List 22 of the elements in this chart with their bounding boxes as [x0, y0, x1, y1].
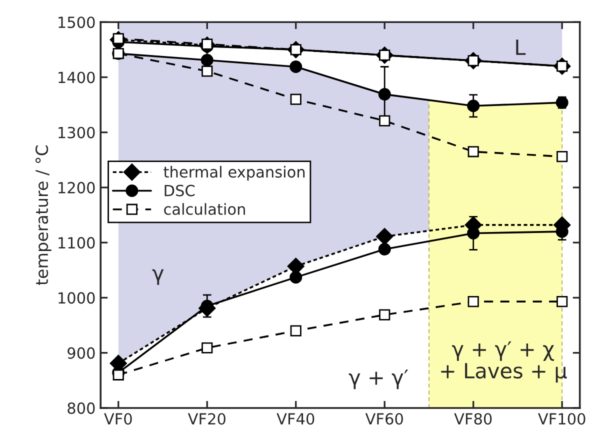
annotation: L	[516, 40, 526, 55]
legend-label: thermal expansion	[164, 166, 305, 181]
x-tick-label: VF80	[454, 413, 492, 425]
y-tick-label: 1400	[58, 72, 95, 84]
legend-label: DSC	[164, 184, 195, 196]
y-tick-label: 800	[68, 402, 95, 414]
annotation: γ + γ′	[348, 370, 408, 390]
y-tick-label: 900	[68, 347, 95, 359]
y-tick-label: 1000	[58, 292, 95, 304]
legend-label: calculation	[164, 203, 245, 215]
annotation: γ + γ′ + χ + Laves + μ	[441, 341, 567, 383]
x-tick-label: VF60	[365, 413, 403, 425]
y-tick-label: 1500	[58, 16, 95, 28]
x-tick-label: VF0	[104, 413, 132, 425]
y-tick-label: 1100	[58, 237, 95, 249]
x-tick-label: VF100	[538, 413, 586, 425]
y-axis-title: temperature / °C	[35, 145, 52, 286]
x-tick-label: VF40	[276, 413, 314, 425]
annotation: γ	[152, 269, 164, 285]
y-tick-label: 1200	[58, 182, 95, 194]
y-tick-label: 1300	[58, 126, 95, 138]
x-tick-label: VF20	[188, 413, 226, 425]
